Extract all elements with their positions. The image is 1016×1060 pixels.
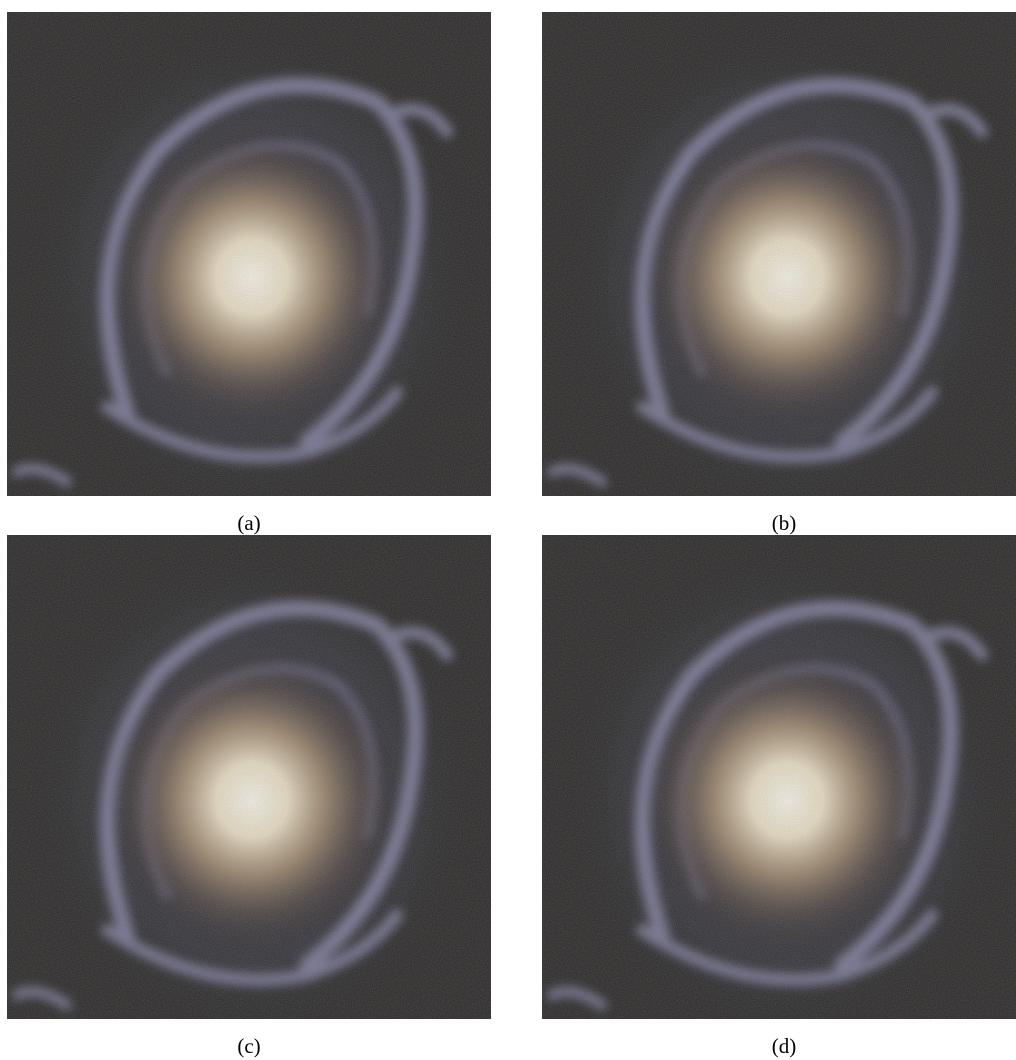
panel-image <box>542 535 1016 1035</box>
panel-caption: (b) <box>772 511 797 535</box>
panel-image <box>7 12 491 512</box>
panel-caption: (d) <box>772 1034 797 1058</box>
page: (a)(b)(c)(d) (() => { const data = JSON.… <box>0 0 1016 1060</box>
panel-image <box>7 535 491 1035</box>
panel-caption: (a) <box>237 511 260 535</box>
figure: (a) (b) (c) (d) <box>0 0 1016 1060</box>
panel-caption: (c) <box>237 1034 260 1058</box>
panel-image <box>542 12 1016 512</box>
